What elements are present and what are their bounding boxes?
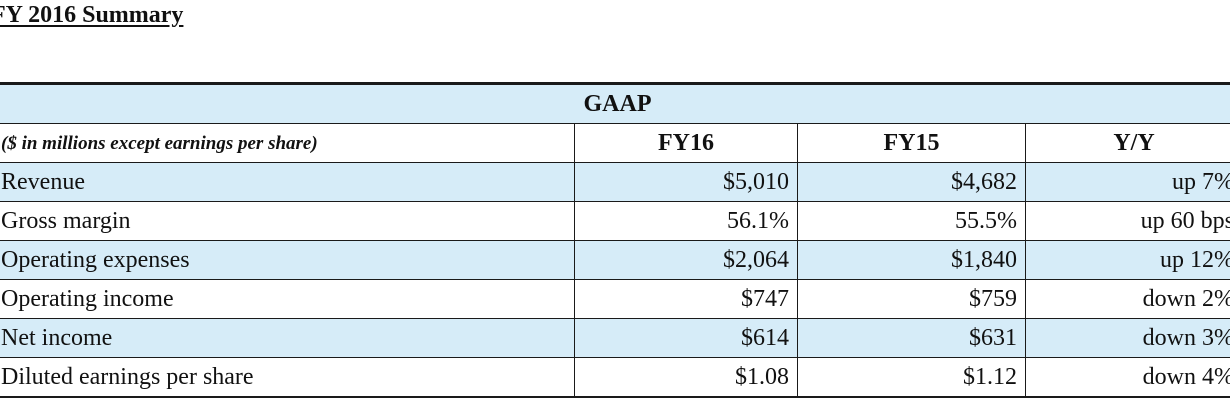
row-label: Net income: [0, 318, 575, 358]
fy15-value: $759: [797, 279, 1026, 319]
table-row: Net income $614 $631 down 3%: [0, 318, 1230, 358]
section-header-row: GAAP: [0, 82, 1230, 124]
column-header-row: ($ in millions except earnings per share…: [0, 123, 1230, 163]
row-label: Gross margin: [0, 201, 575, 241]
table-row: Operating income $747 $759 down 2%: [0, 279, 1230, 319]
fy16-value: $747: [574, 279, 798, 319]
fy16-value: $614: [574, 318, 798, 358]
fy15-value: 55.5%: [797, 201, 1026, 241]
fy16-value: $5,010: [574, 162, 798, 202]
yy-change: up 12%: [1025, 240, 1230, 280]
fy16-value: 56.1%: [574, 201, 798, 241]
table-row: Gross margin 56.1% 55.5% up 60 bps: [0, 201, 1230, 241]
row-label: Diluted earnings per share: [0, 357, 575, 398]
yy-change: up 7%: [1025, 162, 1230, 202]
column-header-yy: Y/Y: [1025, 123, 1230, 163]
fy15-value: $1,840: [797, 240, 1026, 280]
row-label: Operating expenses: [0, 240, 575, 280]
row-label: Revenue: [0, 162, 575, 202]
document-title: FY 2016 Summary: [0, 2, 184, 28]
yy-change: down 2%: [1025, 279, 1230, 319]
yy-change: down 4%: [1025, 357, 1230, 398]
fy15-value: $1.12: [797, 357, 1026, 398]
fy16-value: $1.08: [574, 357, 798, 398]
fy16-value: $2,064: [574, 240, 798, 280]
yy-change: up 60 bps: [1025, 201, 1230, 241]
column-header-fy15: FY15: [797, 123, 1026, 163]
row-label: Operating income: [0, 279, 575, 319]
gaap-header: GAAP: [0, 82, 1230, 124]
table-row: Operating expenses $2,064 $1,840 up 12%: [0, 240, 1230, 280]
fy15-value: $4,682: [797, 162, 1026, 202]
units-note: ($ in millions except earnings per share…: [0, 123, 575, 163]
summary-table: GAAP ($ in millions except earnings per …: [0, 82, 1230, 398]
fy15-value: $631: [797, 318, 1026, 358]
yy-change: down 3%: [1025, 318, 1230, 358]
table-row: Diluted earnings per share $1.08 $1.12 d…: [0, 357, 1230, 398]
column-header-fy16: FY16: [574, 123, 798, 163]
table-row: Revenue $5,010 $4,682 up 7%: [0, 162, 1230, 202]
